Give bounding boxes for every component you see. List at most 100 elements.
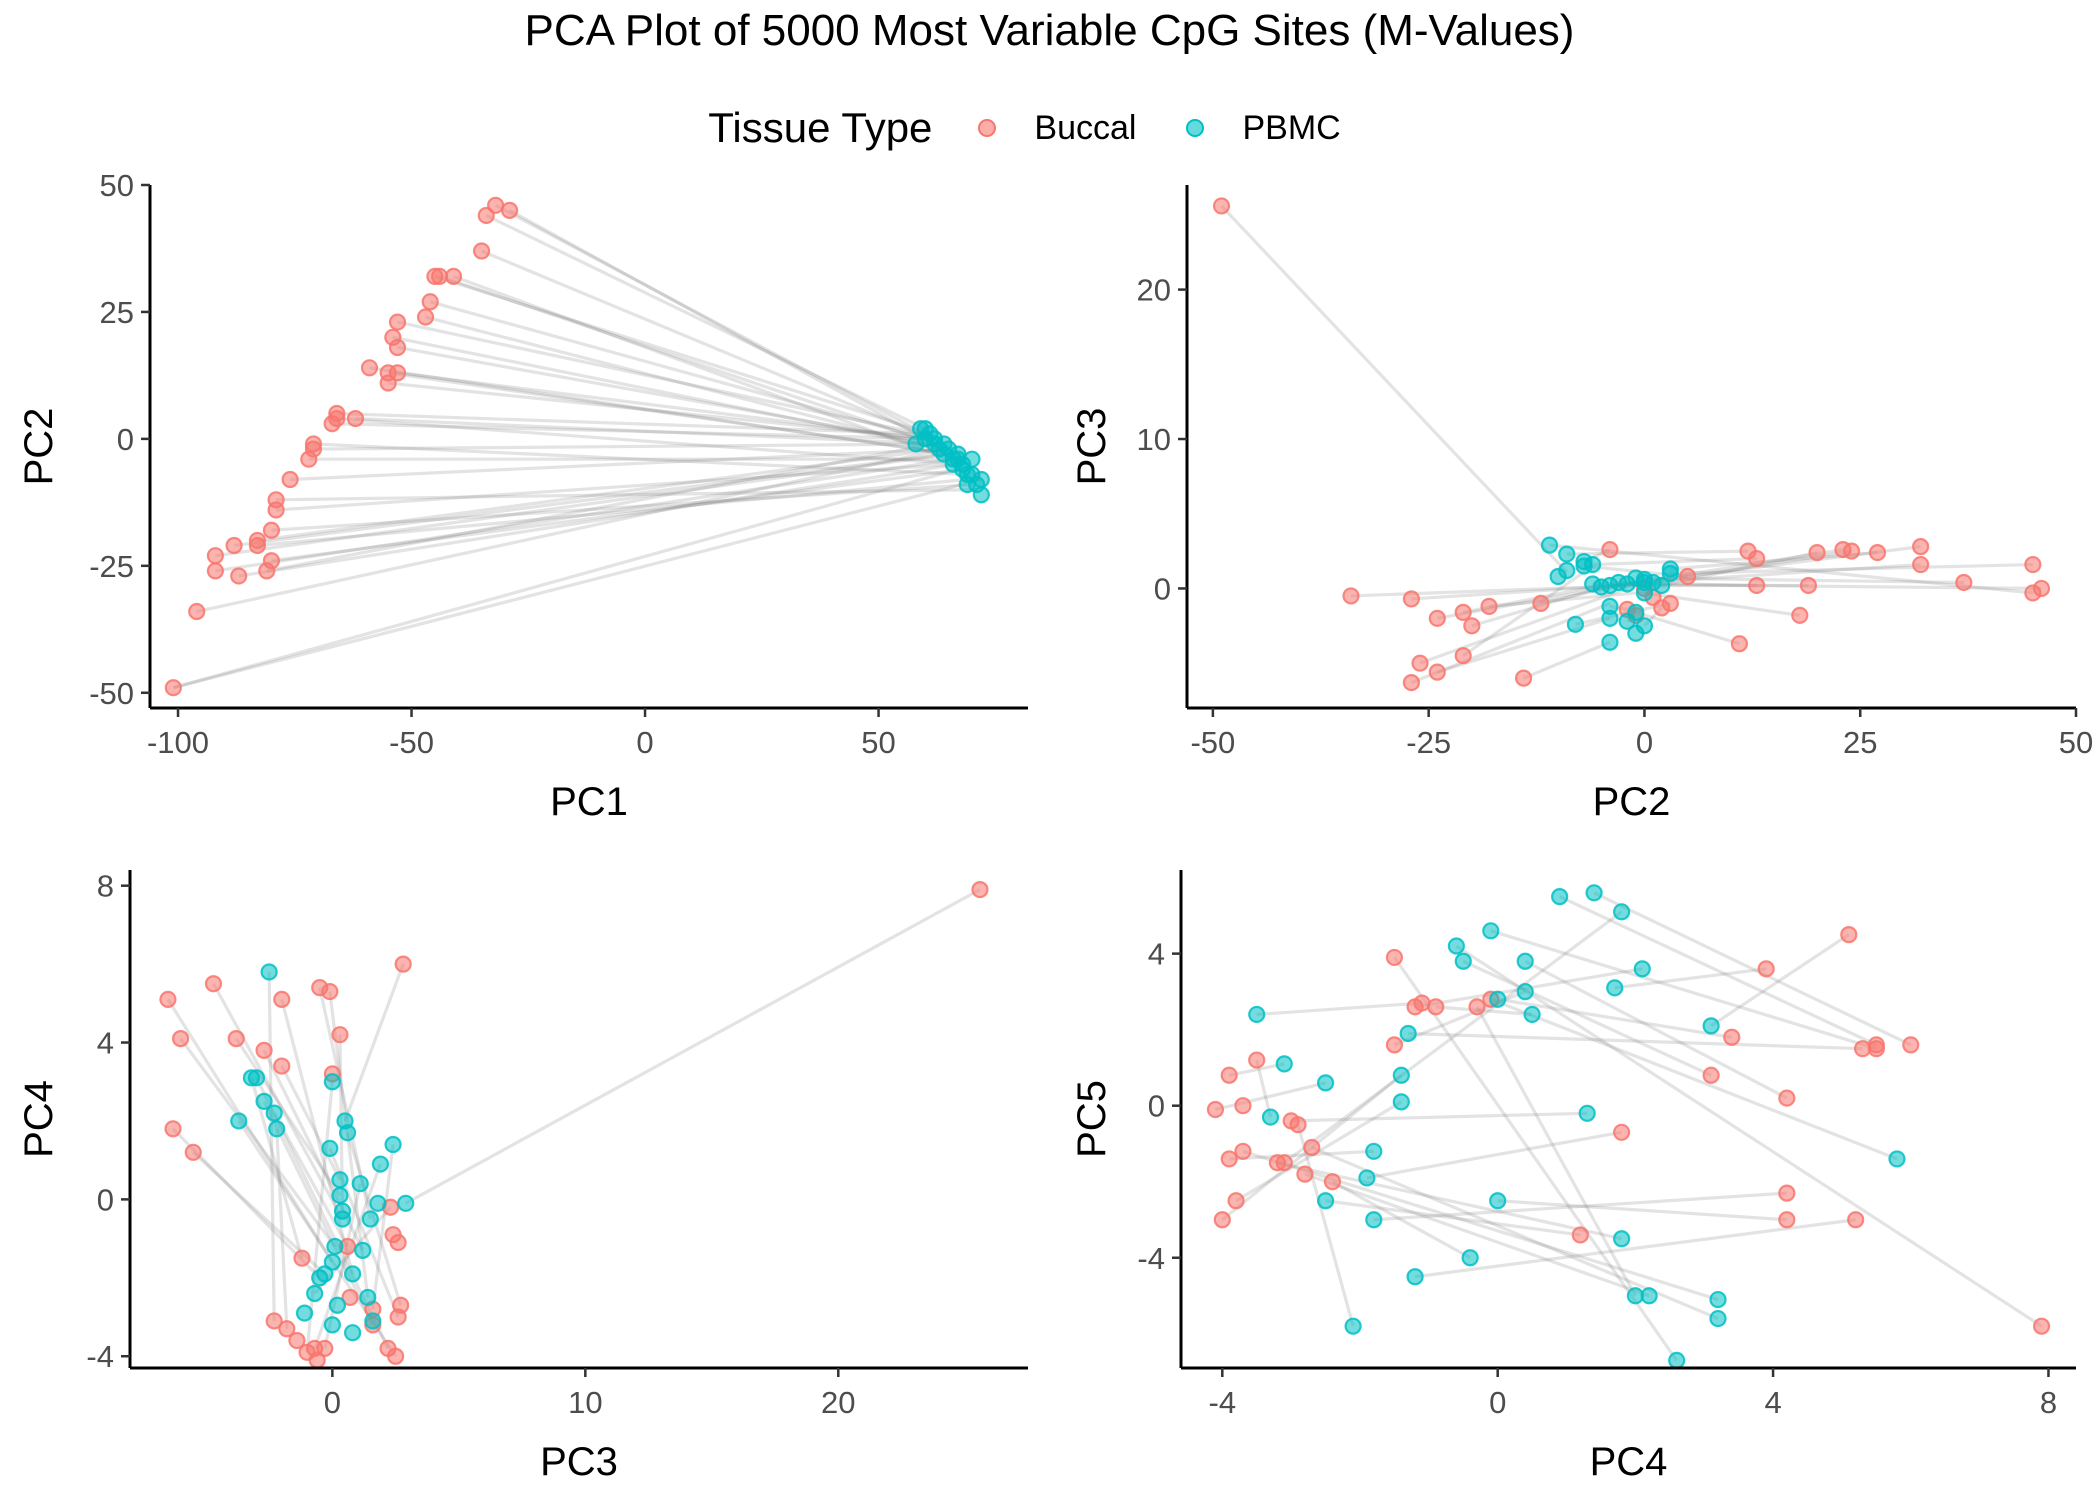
pair-link — [313, 442, 968, 477]
point-buccal — [1868, 543, 1887, 562]
point-pbmc — [1613, 1230, 1631, 1248]
point-buccal — [1428, 663, 1446, 681]
pair-link — [172, 467, 959, 690]
pair-link — [1558, 895, 1878, 1047]
pair-link — [196, 447, 945, 614]
point-pbmc — [1316, 1074, 1335, 1092]
point-buccal — [1289, 1116, 1307, 1134]
point-buccal — [288, 1331, 306, 1350]
point-pbmc — [344, 1265, 362, 1283]
point-pbmc — [963, 450, 981, 468]
y-tick-label: 4 — [1148, 937, 1165, 972]
point-buccal — [1206, 1100, 1225, 1119]
point-pbmc — [1601, 633, 1619, 651]
point-buccal — [1867, 1040, 1885, 1058]
point-buccal — [1220, 1066, 1238, 1084]
point-buccal — [1661, 594, 1679, 613]
pair-link — [179, 1037, 337, 1248]
point-pbmc — [1399, 1024, 1417, 1043]
pair-link — [1710, 933, 1850, 1028]
point-buccal — [1778, 1211, 1796, 1229]
x-tick-label: -4 — [1209, 1385, 1237, 1420]
point-buccal — [225, 536, 243, 555]
legend: Tissue Type Buccal PBMC — [0, 98, 2099, 158]
point-pbmc — [268, 1120, 286, 1138]
point-buccal — [971, 881, 989, 899]
point-buccal — [346, 409, 365, 428]
y-axis-label: PC4 — [17, 1080, 61, 1158]
point-buccal — [171, 1030, 190, 1048]
pair-link — [1408, 1031, 1863, 1051]
point-buccal — [1212, 197, 1231, 215]
point-pbmc — [1365, 1142, 1383, 1160]
series-pbmc — [1248, 884, 1906, 1369]
point-buccal — [164, 1120, 182, 1138]
point-buccal — [248, 531, 267, 550]
pair-link — [271, 467, 963, 563]
pair-link — [336, 416, 963, 466]
point-buccal — [1323, 1173, 1342, 1191]
y-axis-label: PC5 — [1070, 1080, 1114, 1158]
point-pbmc — [354, 1241, 372, 1259]
point-pbmc — [972, 470, 990, 489]
point-buccal — [281, 470, 299, 489]
x-tick-label: 8 — [2040, 1385, 2057, 1420]
point-pbmc — [364, 1312, 382, 1330]
pair-link — [1242, 1149, 1719, 1302]
point-pbmc — [1489, 990, 1507, 1008]
x-tick-label: 25 — [1843, 725, 1877, 760]
pair-link — [429, 300, 926, 441]
pair-link — [290, 447, 949, 482]
point-pbmc — [1365, 1211, 1383, 1229]
point-pbmc — [1633, 960, 1651, 978]
pair-link — [425, 315, 940, 451]
pair-link — [392, 335, 945, 451]
y-tick-label: 50 — [100, 168, 134, 203]
pair-link — [1228, 1062, 1285, 1077]
pair-link — [404, 888, 981, 1205]
point-buccal — [1955, 573, 1973, 592]
point-pbmc — [1344, 1317, 1362, 1335]
point-pbmc — [1640, 1287, 1658, 1305]
series-pbmc — [230, 963, 415, 1342]
legend-key-pbmc — [1186, 119, 1205, 137]
point-pbmc — [326, 1237, 344, 1256]
x-tick-label: 0 — [324, 1385, 341, 1420]
point-buccal — [1234, 1097, 1252, 1115]
y-tick-label: 0 — [1148, 1089, 1165, 1124]
point-buccal — [262, 521, 281, 539]
point-pbmc — [328, 1296, 347, 1314]
point-pbmc — [1275, 1055, 1293, 1073]
pair-link — [172, 477, 982, 690]
pair-link — [1566, 549, 1749, 556]
pair-link — [1419, 586, 1628, 665]
pair-link — [332, 422, 935, 441]
point-pbmc — [1661, 564, 1679, 583]
point-pbmc — [1248, 1005, 1266, 1024]
pair-link — [313, 1163, 382, 1349]
point-pbmc — [1668, 1351, 1686, 1369]
point-pbmc — [323, 1253, 341, 1271]
point-pbmc — [306, 1284, 324, 1303]
pair-links — [1215, 891, 2043, 1362]
y-tick-label: -25 — [89, 549, 134, 584]
x-axis-label: PC1 — [550, 780, 628, 824]
pair-link — [1462, 959, 1712, 1077]
pair-link — [1490, 929, 1877, 1051]
pair-links — [172, 203, 982, 690]
point-pbmc — [1516, 952, 1534, 970]
point-pbmc — [331, 1186, 349, 1205]
legend-item-buccal: Buccal — [978, 109, 1136, 148]
point-pbmc — [359, 1288, 377, 1307]
point-pbmc — [1489, 1192, 1507, 1210]
pair-link — [388, 381, 931, 441]
point-pbmc — [1316, 1192, 1335, 1210]
panel-pc1-vs-pc2: -100 -50 0 50 -50 -25 0 25 50 PC1 PC2 — [17, 168, 1028, 824]
point-buccal — [278, 1320, 296, 1338]
point-buccal — [1427, 998, 1445, 1016]
y-tick-label: 0 — [97, 1182, 114, 1217]
pair-link — [1414, 1218, 1856, 1279]
pair-link — [1455, 944, 2043, 1328]
pair-link — [1488, 591, 1636, 608]
point-buccal — [1912, 538, 1930, 556]
